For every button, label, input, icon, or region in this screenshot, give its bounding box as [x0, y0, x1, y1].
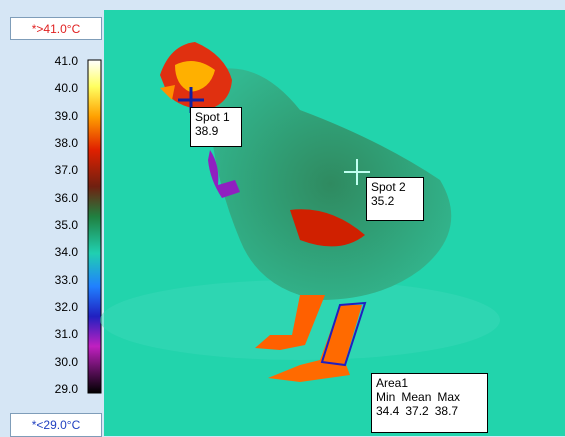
area-header: Mean — [401, 390, 431, 404]
image — [0, 0, 565, 436]
area-header: Min — [376, 390, 395, 404]
area-name: Area1 — [376, 376, 483, 390]
spot-value: 35.2 — [371, 194, 419, 208]
spot-name: Spot 1 — [195, 110, 237, 124]
area-header: Max — [437, 390, 460, 404]
area-value: 34.4 — [376, 404, 399, 418]
thermal-viewer: *>41.0°C *<29.0°C 41.040.039.038.037.036… — [0, 0, 565, 436]
area-value: 37.2 — [405, 404, 428, 418]
spot-name: Spot 2 — [371, 180, 419, 194]
spot-value: 38.9 — [195, 124, 237, 138]
area-value: 38.7 — [435, 404, 458, 418]
spot1-label: Spot 1 38.9 — [190, 107, 242, 147]
area-label: Area1 Min Mean Max 34.4 37.2 38.7 — [371, 373, 488, 433]
area-headers: Min Mean Max — [376, 390, 483, 404]
color-bar — [88, 60, 101, 393]
spot2-label: Spot 2 35.2 — [366, 177, 424, 221]
area-values: 34.4 37.2 38.7 — [376, 404, 483, 418]
